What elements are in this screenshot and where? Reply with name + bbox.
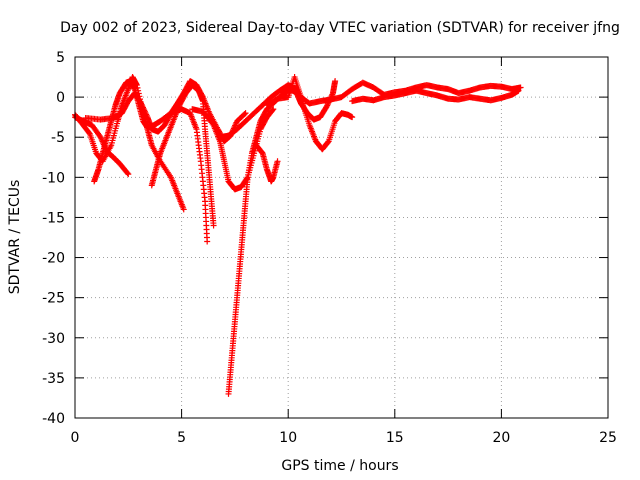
series-arc-4 xyxy=(91,78,211,245)
data-point xyxy=(324,102,331,109)
data-point xyxy=(241,110,248,117)
x-axis-label: GPS time / hours xyxy=(281,458,398,474)
x-tick-label: 10 xyxy=(279,430,297,446)
data-point xyxy=(204,238,211,245)
data-point xyxy=(274,158,281,165)
y-tick-label: 0 xyxy=(56,90,65,106)
data-point xyxy=(332,78,339,85)
y-axis-label: SDTVAR / TECUs xyxy=(7,180,23,295)
y-tick-label: -35 xyxy=(42,371,65,387)
y-tick-label: 5 xyxy=(56,50,65,66)
data-points xyxy=(72,74,524,397)
data-point xyxy=(180,206,187,213)
series-arc-11 xyxy=(349,87,522,105)
data-point xyxy=(210,222,217,229)
y-tick-label: -40 xyxy=(42,411,65,427)
x-tick-label: 20 xyxy=(492,430,510,446)
data-point xyxy=(515,87,522,94)
data-point xyxy=(270,106,277,113)
x-tick-label: 0 xyxy=(71,430,80,446)
data-point xyxy=(517,84,524,91)
plot-frame xyxy=(74,56,609,419)
y-tick-label: -10 xyxy=(42,170,65,186)
data-point xyxy=(349,114,356,121)
x-tick-label: 5 xyxy=(177,430,186,446)
y-tick-label: -20 xyxy=(42,251,65,267)
y-tick-label: -15 xyxy=(42,210,65,226)
y-tick-label: -5 xyxy=(51,130,65,146)
x-tick-label: 15 xyxy=(386,430,404,446)
data-point xyxy=(86,129,93,136)
series-arc-10 xyxy=(263,74,524,109)
data-point xyxy=(124,170,131,177)
series-arc-9 xyxy=(253,142,281,185)
y-tick-label: -25 xyxy=(42,291,65,307)
data-point xyxy=(125,171,132,178)
axis-ticks: 5 0 -5 -10 -15 -20 -25 -30 -35 -40 0 5 10 15 20 25 xyxy=(42,50,617,446)
data-point xyxy=(325,139,332,146)
data-point xyxy=(269,106,276,113)
y-tick-label: -30 xyxy=(42,331,65,347)
data-point xyxy=(323,103,330,110)
x-tick-label: 25 xyxy=(599,430,617,446)
data-point xyxy=(242,110,249,117)
chart-title: Day 002 of 2023, Sidereal Day-to-day VTE… xyxy=(60,20,620,36)
